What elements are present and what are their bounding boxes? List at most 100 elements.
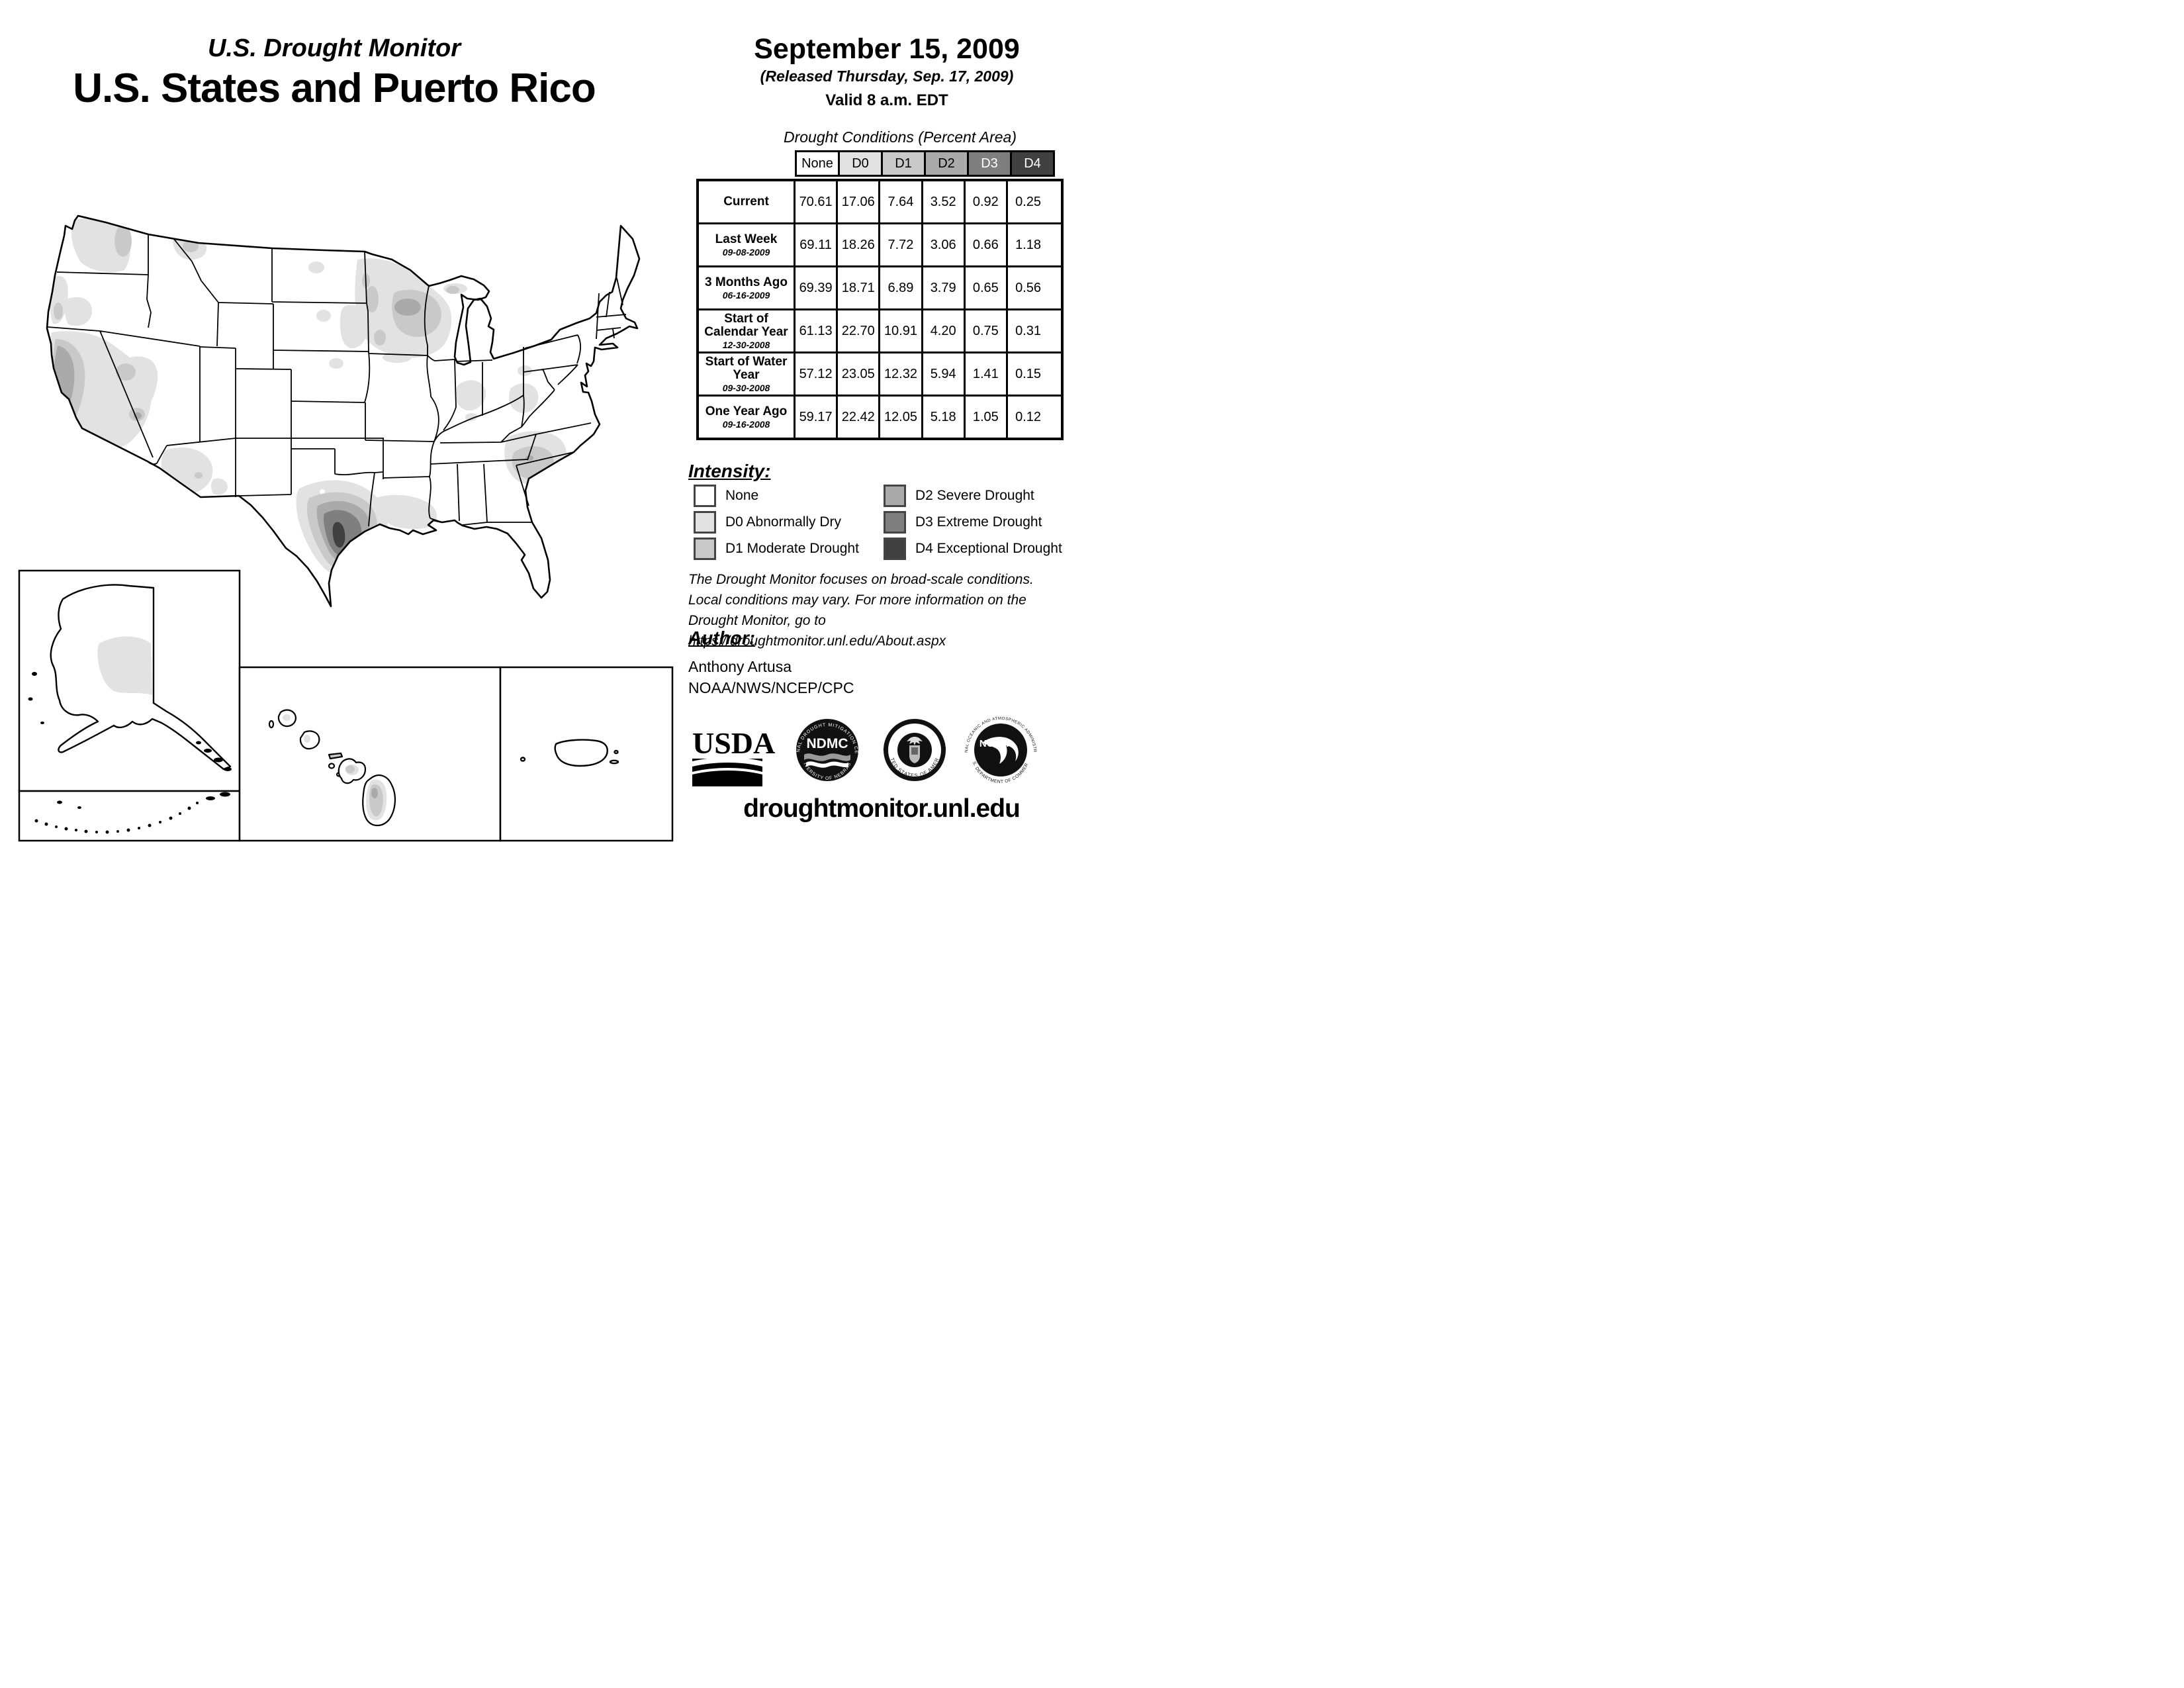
legend-swatch-d2 <box>884 485 906 507</box>
table-header-row: None D0 D1 D2 D3 D4 <box>795 150 1055 177</box>
conus-landmass <box>47 216 639 606</box>
report-title: U.S. States and Puerto Rico <box>73 66 596 111</box>
conus-map <box>46 214 641 608</box>
cell-value: 1.41 <box>966 353 1008 395</box>
column-header-d2: D2 <box>924 150 969 177</box>
drought-layer-d4 <box>332 522 345 548</box>
conus-outline <box>46 214 641 608</box>
island-niihau <box>268 720 275 729</box>
table-row-current: Current 70.61 17.06 7.64 3.52 0.92 0.25 <box>699 181 1061 222</box>
cell-value: 18.26 <box>838 224 881 265</box>
island-lanai <box>328 763 336 769</box>
cell-value: 17.06 <box>838 181 881 222</box>
cell-value: 0.66 <box>966 224 1008 265</box>
row-date: 09-30-2008 <box>722 382 770 393</box>
row-label: Current <box>723 195 769 209</box>
aleutians-inset-box <box>18 790 241 842</box>
cell-value: 12.32 <box>880 353 923 395</box>
cell-value: 69.11 <box>796 224 839 265</box>
drought-monitor-report: USDA NATIONAL DROUGHT MITIGATION CENTER … <box>0 0 1092 844</box>
legend-item-d4: D4 Exceptional Drought <box>884 538 1062 560</box>
table-row-start-water-year: Start of Water Year 09-30-2008 57.12 23.0… <box>699 352 1061 395</box>
noaa-bird-icon <box>982 737 1019 764</box>
legend-label: D0 Abnormally Dry <box>725 514 842 530</box>
table-title: Drought Conditions (Percent Area) <box>784 128 1017 146</box>
disclaimer-line: Drought Monitor, go to https://droughtmo… <box>688 613 946 649</box>
cell-value: 6.89 <box>880 267 923 308</box>
row-date: 12-30-2008 <box>722 339 770 350</box>
cell-value: 7.72 <box>880 224 923 265</box>
drought-conditions-table: Current 70.61 17.06 7.64 3.52 0.92 0.25 … <box>696 179 1064 440</box>
legend-swatch-d1 <box>694 538 716 560</box>
cell-value: 3.06 <box>923 224 966 265</box>
author-org: NOAA/NWS/NCEP/CPC <box>688 679 854 696</box>
cell-value: 23.05 <box>838 353 881 395</box>
table-row-one-year-ago: One Year Ago 09-16-2008 59.17 22.42 12.05… <box>699 395 1061 438</box>
row-date: 06-16-2009 <box>722 289 770 301</box>
island-vieques <box>609 759 619 765</box>
legend-label: D3 Extreme Drought <box>915 514 1042 530</box>
cell-value: 59.17 <box>796 397 839 438</box>
doc-eagle-icon <box>907 737 923 745</box>
disclaimer-text: The Drought Monitor focuses on broad-sca… <box>688 569 1085 651</box>
alaska-inset <box>18 569 241 792</box>
drought-monitor-url[interactable]: droughtmonitor.unl.edu <box>743 794 1021 823</box>
author-heading: Author: <box>688 628 756 648</box>
aleutian-islands-chain <box>34 792 230 834</box>
legend-item-none: None <box>694 485 758 507</box>
cell-value: 0.75 <box>966 310 1008 352</box>
legend-label: D1 Moderate Drought <box>725 541 859 556</box>
cell-value: 0.31 <box>1015 323 1041 338</box>
legend-item-d1: D1 Moderate Drought <box>694 538 859 560</box>
cell-value: 3.52 <box>923 181 966 222</box>
cell-value: 18.71 <box>838 267 881 308</box>
row-label: One Year Ago <box>705 404 788 418</box>
hawaii-drought-shading <box>283 714 387 821</box>
legend-item-d0: D0 Abnormally Dry <box>694 511 841 534</box>
alaska-d0 <box>97 636 152 695</box>
row-label: 3 Months Ago <box>705 275 788 289</box>
row-label: Last Week <box>715 232 778 246</box>
disclaimer-line: The Drought Monitor focuses on broad-sca… <box>688 572 1034 587</box>
usda-logo: USDA <box>692 726 775 786</box>
author-name: Anthony Artusa <box>688 658 792 675</box>
cell-value: 70.61 <box>796 181 839 222</box>
table-row-3-months-ago: 3 Months Ago 06-16-2009 69.39 18.71 6.89 … <box>699 265 1061 308</box>
cell-value: 5.18 <box>923 397 966 438</box>
island-mona <box>520 757 526 762</box>
legend-swatch-d0 <box>694 511 716 534</box>
column-header-d1: D1 <box>881 150 926 177</box>
legend-item-d2: D2 Severe Drought <box>884 485 1034 507</box>
legend-label: D2 Severe Drought <box>915 488 1034 503</box>
aleutians-inset <box>18 790 241 842</box>
legend-swatch-d4 <box>884 538 906 560</box>
cell-value: 61.13 <box>796 310 839 352</box>
cell-value: 3.79 <box>923 267 966 308</box>
island-molokai <box>328 752 343 760</box>
cell-value: 0.25 <box>1015 194 1041 209</box>
report-date: September 15, 2009 <box>754 33 1020 65</box>
ndmc-center-text: NDMC <box>807 736 848 751</box>
cell-value: 1.05 <box>966 397 1008 438</box>
valid-time: Valid 8 a.m. EDT <box>825 91 948 109</box>
table-row-start-calendar-year: Start of Calendar Year 12-30-2008 61.13 2… <box>699 308 1061 352</box>
noaa-center-text: NOAA <box>979 738 1009 749</box>
legend-item-d3: D3 Extreme Drought <box>884 511 1042 534</box>
cell-value: 0.92 <box>966 181 1008 222</box>
cell-value: 69.39 <box>796 267 839 308</box>
cell-value: 12.05 <box>880 397 923 438</box>
report-supertitle: U.S. Drought Monitor <box>207 34 461 62</box>
column-header-none: None <box>795 150 840 177</box>
cell-value: 0.15 <box>1015 366 1041 381</box>
cell-value: 22.70 <box>838 310 881 352</box>
usda-logo-text: USDA <box>692 726 775 760</box>
cell-value: 4.20 <box>923 310 966 352</box>
island-puerto-rico <box>554 739 608 767</box>
legend-label: None <box>725 488 759 503</box>
legend-swatch-none <box>694 485 716 507</box>
island-culebra <box>614 749 619 755</box>
cell-value: 5.94 <box>923 353 966 395</box>
column-header-d3: D3 <box>967 150 1012 177</box>
cell-value: 7.64 <box>880 181 923 222</box>
row-date: 09-16-2008 <box>722 418 770 430</box>
